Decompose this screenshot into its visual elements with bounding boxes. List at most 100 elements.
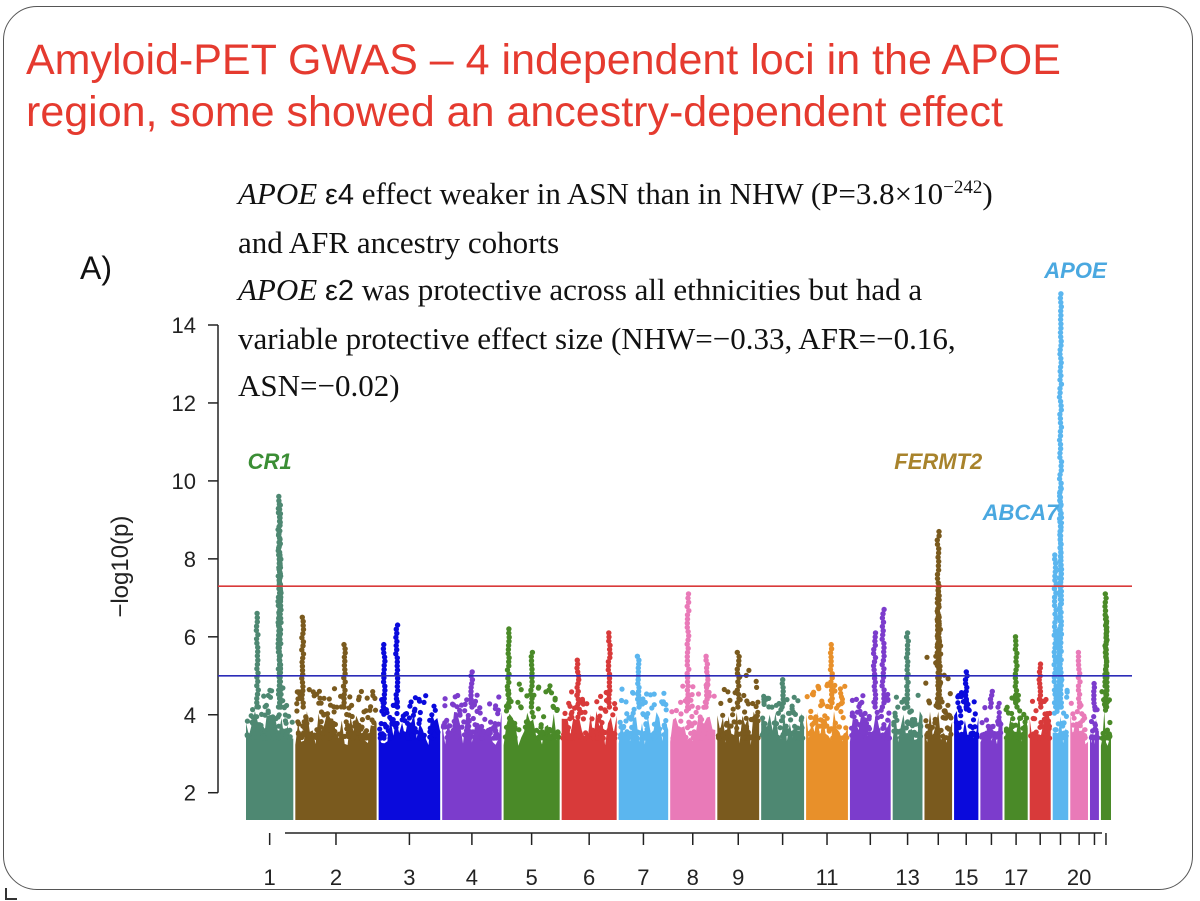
snp-point [955, 720, 961, 726]
snp-point [318, 719, 324, 725]
snp-peak-point [872, 654, 879, 661]
snp-point [276, 712, 282, 718]
snp-point [1003, 707, 1009, 713]
snp-peak-point [1013, 679, 1019, 685]
apoe-e2-note: APOE ε2 was protective across all ethnic… [238, 266, 1028, 409]
snp-peak-point [1058, 503, 1064, 509]
snp-peak-point [735, 679, 741, 685]
snp-point [409, 722, 415, 728]
snp-peak-point [734, 687, 740, 693]
snp-peak-point [575, 700, 582, 706]
snp-peak-point [1057, 441, 1064, 448]
snp-point [584, 701, 590, 707]
snp-point [465, 712, 471, 719]
snp-peak-point [381, 691, 388, 698]
snp-peak-point [936, 558, 942, 565]
snp-peak-point [1103, 655, 1109, 661]
p-exponent: −242 [943, 177, 983, 198]
snp-peak-point [1058, 424, 1065, 430]
snp-peak-point [277, 602, 284, 609]
snp-point [363, 728, 370, 734]
snp-peak-point [529, 666, 535, 672]
snp-peak-point [936, 533, 942, 539]
snp-point [782, 726, 788, 732]
snp-peak-point [1058, 407, 1065, 413]
snp-point [1028, 732, 1034, 739]
snp-point [944, 725, 951, 731]
snp-peak-point [380, 704, 386, 710]
snp-point [266, 715, 272, 721]
snp-point [1107, 719, 1113, 726]
snp-peak-point [935, 554, 941, 560]
snp-peak-point [276, 531, 282, 537]
snp-peak-point [275, 548, 281, 554]
snp-peak-point [828, 683, 835, 689]
slide-title: Amyloid-PET GWAS – 4 independent loci in… [26, 34, 1176, 138]
snp-peak-point [936, 675, 942, 682]
snp-point [503, 724, 510, 730]
snp-point [878, 713, 885, 720]
snp-point [651, 691, 657, 697]
snp-point [893, 735, 899, 741]
snp-peak-point [394, 647, 400, 653]
snp-point [470, 715, 476, 722]
snp-peak-point [529, 670, 535, 677]
chromosome-8-points [669, 591, 717, 820]
snp-point [765, 695, 771, 702]
snp-point [284, 730, 290, 736]
snp-point [1033, 708, 1039, 714]
snp-peak-point [276, 518, 283, 524]
snp-point [982, 735, 988, 741]
snp-point [990, 723, 996, 729]
snp-point [300, 723, 306, 729]
snp-point [652, 734, 658, 740]
snp-point [642, 732, 648, 738]
snp-peak-point [278, 556, 284, 562]
snp-point [389, 721, 395, 727]
snp-peak-point [936, 604, 942, 610]
y-tick-label: 10 [172, 469, 196, 494]
snp-peak-point [382, 687, 388, 693]
snp-peak-point [872, 642, 878, 648]
snp-peak-point [1055, 667, 1061, 673]
snp-point [1061, 710, 1067, 716]
snp-point [413, 729, 419, 735]
snp-peak-point [1103, 651, 1109, 657]
snp-point [830, 735, 836, 741]
snp-peak-point [705, 677, 711, 683]
snp-point [971, 731, 977, 737]
snp-point [334, 704, 340, 710]
snp-peak-point [1057, 507, 1063, 513]
snp-peak-point [1102, 622, 1109, 629]
snp-peak-point [277, 522, 283, 529]
snp-peak-point [1076, 666, 1082, 672]
snp-peak-point [1057, 567, 1063, 573]
snp-point [983, 717, 990, 723]
snp-point [936, 729, 942, 735]
snp-point [565, 725, 572, 731]
snp-peak-point [504, 683, 511, 690]
snp-peak-point [1058, 463, 1064, 469]
snp-peak-point [1057, 428, 1064, 435]
snp-peak-point [935, 591, 941, 598]
snp-point [679, 735, 686, 741]
snp-peak-point [879, 623, 886, 630]
snp-peak-point [1075, 662, 1082, 668]
snp-point [898, 728, 904, 734]
snp-point [849, 732, 855, 739]
snp-point [314, 727, 320, 733]
snp-point [344, 711, 350, 718]
snp-peak-point [1037, 661, 1044, 667]
snp-point [699, 716, 705, 723]
snp-peak-point [829, 691, 835, 698]
snp-point [626, 731, 632, 738]
snp-peak-point [1057, 385, 1063, 392]
snp-peak-point [1103, 639, 1110, 645]
snp-point [642, 699, 648, 706]
snp-point [808, 708, 814, 715]
snp-peak-point [1057, 626, 1063, 632]
snp-point [421, 699, 427, 706]
snp-point [492, 724, 498, 730]
snp-point [723, 722, 730, 728]
y-tick-label: 14 [172, 313, 196, 338]
